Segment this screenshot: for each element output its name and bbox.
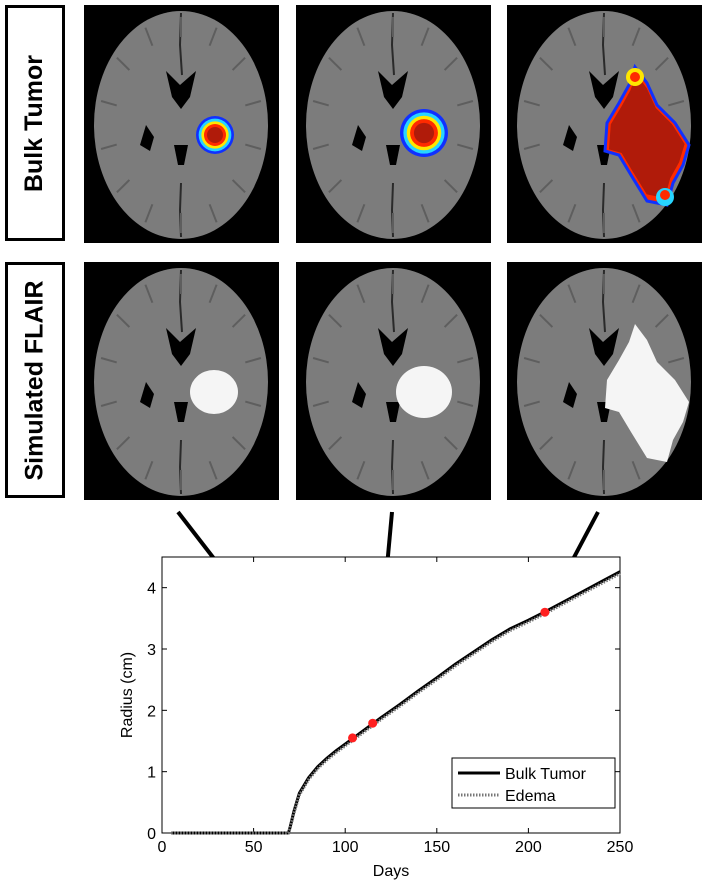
y-tick-label: 2 [147,703,156,720]
series-lines [171,570,621,835]
brain-slice [94,268,268,496]
series-line-edema [171,572,621,835]
tumor-overlay [400,109,448,157]
x-tick-label: 50 [245,839,263,856]
ventricle [166,328,196,366]
flair-panel-2 [296,262,491,500]
x-tick-label: 0 [158,839,167,856]
time-point-marker [368,718,378,728]
legend: Bulk Tumor Edema [451,757,616,809]
y-tick-label: 1 [147,765,156,782]
legend-label-edema: Edema [505,788,556,805]
ventricle [378,328,408,366]
x-tick-label: 200 [515,839,542,856]
flair-panel-1 [84,262,279,500]
ventricle [166,71,196,109]
brain-slice [94,11,268,239]
ventricle [589,328,619,366]
edema-overlay [396,366,452,418]
brain-slice [306,11,480,239]
time-point-marker [348,733,358,743]
y-tick-label: 3 [147,642,156,659]
y-tick-label: 4 [147,581,156,598]
x-tick-label: 100 [332,839,359,856]
bulk-tumor-panel-1 [84,5,279,243]
bulk-tumor-panel-3 [507,5,702,243]
tumor-overlay [196,116,234,154]
y-tick-label: 0 [147,826,156,843]
row-label-bulk-tumor: Bulk Tumor [5,5,65,241]
x-axis-label: Days [373,863,409,880]
ventricle [589,71,619,109]
row-label-simulated-flair: Simulated FLAIR [5,262,65,498]
edema-overlay [605,324,689,462]
y-axis-label: Radius (cm) [119,652,136,738]
x-tick-label: 250 [607,839,634,856]
time-point-marker [540,607,550,617]
x-tick-label: 150 [423,839,450,856]
tumor-overlay [603,63,691,207]
brain-slice [306,268,480,496]
bulk-tumor-panel-2 [296,5,491,243]
ventricle [378,71,408,109]
markers [348,607,550,743]
edema-overlay [190,370,238,414]
legend-box [451,757,616,809]
flair-panel-3 [507,262,702,500]
legend-label-bulk-tumor: Bulk Tumor [505,766,587,783]
